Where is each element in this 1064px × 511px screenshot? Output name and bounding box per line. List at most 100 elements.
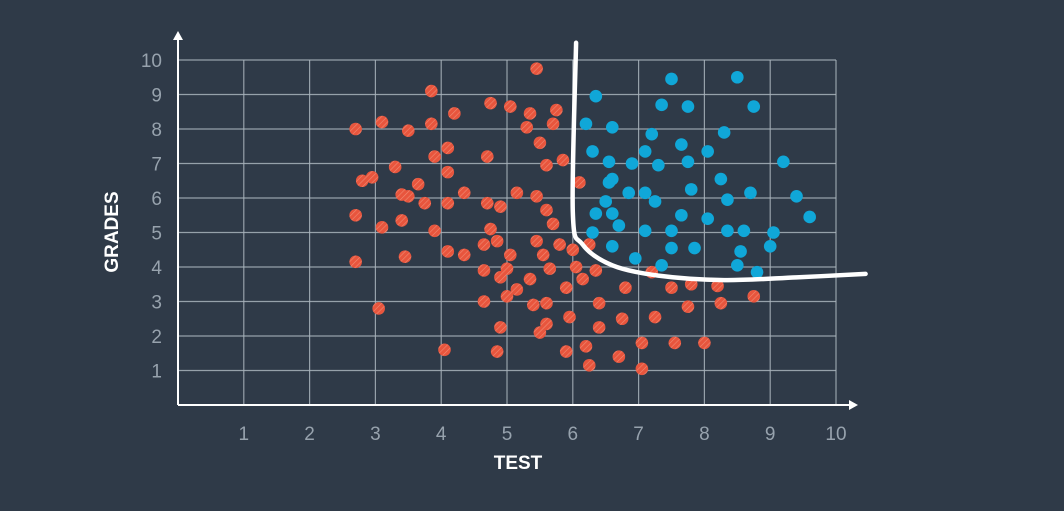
- x-tick-label: 6: [568, 424, 579, 445]
- red-point: [540, 203, 553, 217]
- blue-point: [652, 158, 665, 172]
- red-point: [494, 271, 507, 284]
- red-point: [441, 245, 455, 258]
- blue-point: [721, 193, 734, 207]
- blue-point: [655, 258, 668, 272]
- tick-labels: 1 2 3 4 5 6 7 8 9 10 1 2 3 4 5 6 7 8 9 10: [141, 51, 847, 445]
- red-point: [612, 350, 626, 364]
- red-point: [563, 310, 576, 324]
- x-axis-title: TEST: [494, 453, 543, 474]
- x-tick-label: 5: [502, 424, 513, 445]
- red-point: [375, 115, 389, 129]
- red-point: [530, 234, 543, 248]
- red-point: [510, 186, 524, 200]
- red-point: [510, 283, 524, 296]
- blue-point: [665, 241, 678, 255]
- red-point: [457, 186, 471, 200]
- y-tick-label: 3: [151, 293, 162, 314]
- red-point: [355, 174, 369, 188]
- red-point: [530, 62, 543, 75]
- red-point: [349, 255, 362, 269]
- y-tick-label: 2: [151, 327, 162, 348]
- blue-point: [665, 72, 678, 86]
- red-point: [576, 272, 589, 286]
- red-point: [411, 177, 425, 191]
- blue-point: [701, 212, 714, 225]
- red-point: [490, 234, 504, 248]
- axes: [173, 31, 858, 410]
- red-point: [428, 224, 441, 238]
- blue-point: [763, 240, 777, 253]
- x-tick-label: 4: [436, 424, 447, 445]
- blue-point: [681, 155, 695, 169]
- x-tick-label: 7: [633, 424, 644, 445]
- y-axis-arrow: [173, 31, 183, 40]
- x-axis-arrow: [849, 400, 858, 410]
- red-point: [533, 326, 547, 339]
- x-tick-label: 1: [239, 424, 250, 445]
- blue-point: [638, 224, 652, 238]
- red-point: [589, 264, 603, 277]
- blue-point: [586, 226, 599, 239]
- y-tick-label: 10: [141, 51, 162, 72]
- blue-point: [714, 172, 728, 186]
- red-point: [698, 336, 711, 350]
- red-point: [523, 272, 537, 286]
- red-point: [480, 196, 494, 210]
- blue-point: [681, 100, 695, 113]
- red-point: [681, 300, 695, 313]
- red-point: [500, 290, 514, 303]
- boundary-curve: [570, 40, 868, 283]
- red-point: [457, 248, 471, 262]
- red-point: [402, 124, 415, 138]
- red-point: [648, 310, 662, 324]
- y-tick-label: 4: [151, 258, 162, 279]
- red-point: [573, 176, 586, 189]
- blue-point: [734, 245, 747, 258]
- blue-point: [589, 207, 603, 220]
- red-point: [711, 279, 724, 293]
- x-tick-label: 8: [699, 424, 710, 445]
- red-point: [582, 359, 596, 372]
- red-point: [428, 150, 441, 163]
- blue-point: [717, 126, 731, 139]
- blue-point: [625, 157, 639, 170]
- red-point: [714, 296, 728, 310]
- blue-point: [589, 89, 603, 103]
- data-points: [349, 62, 816, 376]
- red-point: [540, 158, 553, 172]
- red-point: [441, 196, 455, 210]
- red-point: [579, 340, 593, 353]
- blue-point: [602, 155, 616, 169]
- blue-point: [684, 183, 698, 196]
- red-point: [635, 362, 649, 376]
- red-point: [553, 238, 566, 251]
- blue-point: [622, 186, 636, 200]
- red-point: [500, 262, 514, 276]
- y-tick-label: 7: [151, 155, 162, 176]
- red-point: [477, 295, 491, 308]
- red-point: [441, 141, 455, 155]
- red-point: [477, 238, 491, 251]
- blue-point: [605, 172, 619, 186]
- blue-point: [579, 117, 593, 131]
- red-point: [372, 302, 385, 315]
- blue-point: [648, 195, 662, 208]
- blue-point: [612, 219, 626, 232]
- blue-point: [731, 70, 744, 84]
- y-tick-label: 9: [151, 86, 162, 107]
- blue-point: [750, 265, 764, 279]
- blue-point: [638, 186, 652, 200]
- red-point: [398, 250, 412, 263]
- blue-point: [767, 226, 780, 239]
- red-point: [592, 321, 606, 334]
- red-point: [635, 336, 649, 350]
- blue-point: [675, 208, 688, 222]
- x-tick-label: 3: [370, 424, 381, 445]
- red-point: [546, 217, 560, 231]
- red-point: [494, 321, 507, 334]
- red-point: [484, 96, 497, 110]
- red-point: [484, 222, 497, 236]
- blue-point: [721, 224, 734, 238]
- red-point: [365, 171, 379, 184]
